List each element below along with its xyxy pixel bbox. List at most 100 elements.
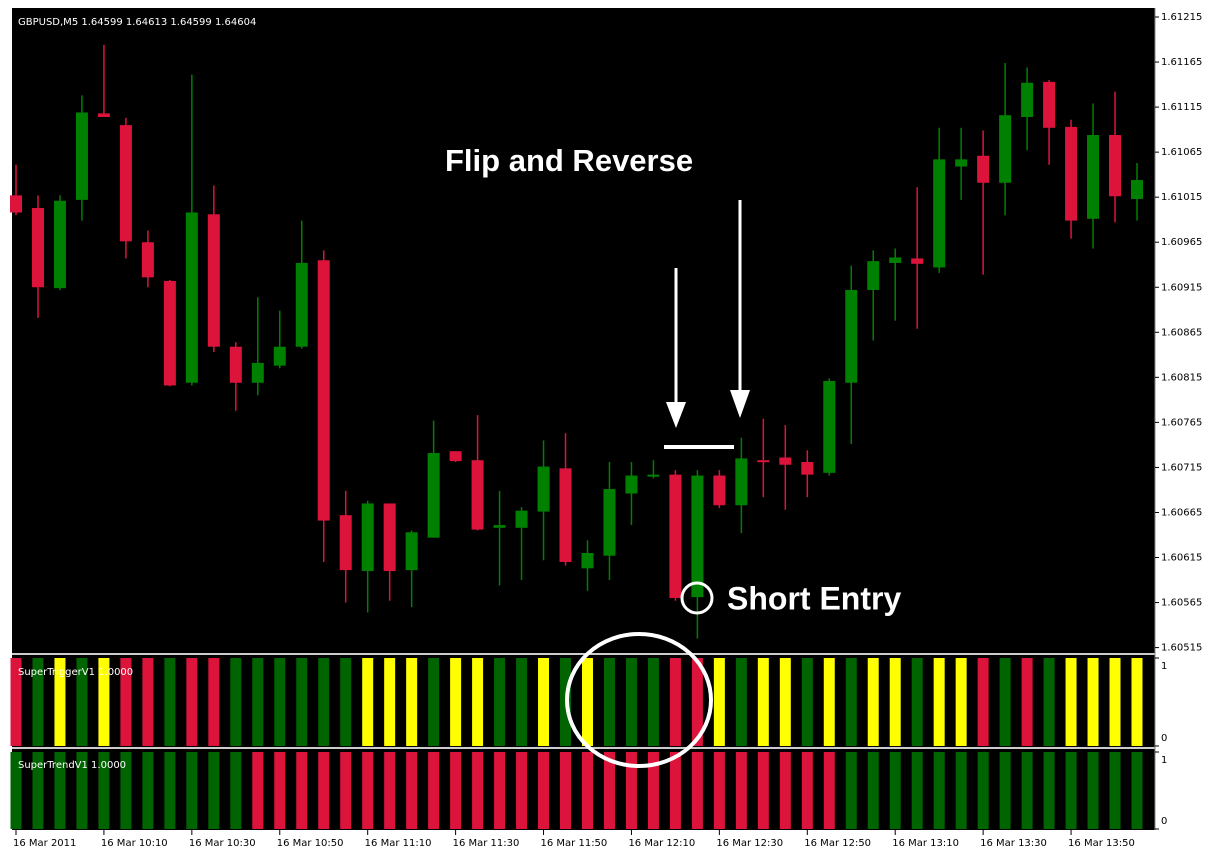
candle-body bbox=[955, 159, 968, 167]
indicator-bar bbox=[450, 752, 462, 829]
candle-body bbox=[185, 212, 198, 383]
indicator-bar bbox=[296, 658, 308, 746]
indicator-bar bbox=[845, 658, 857, 746]
y-tick-label: 1.60665 bbox=[1161, 507, 1202, 518]
x-tick-label: 16 Mar 2011 bbox=[13, 838, 76, 849]
indicator-bar bbox=[450, 658, 462, 746]
candle-body bbox=[207, 214, 220, 347]
candle-body bbox=[339, 515, 352, 571]
candle-body bbox=[1087, 135, 1100, 219]
y-tick-label: 1.61015 bbox=[1161, 192, 1202, 203]
indicator-bar bbox=[406, 658, 418, 746]
indicator-bar bbox=[911, 752, 923, 829]
candle-body bbox=[647, 474, 660, 477]
indicator-bar bbox=[1109, 752, 1121, 829]
candle-body bbox=[251, 362, 264, 383]
indicator-bar bbox=[647, 658, 659, 746]
indicator-bar bbox=[54, 752, 66, 829]
y-tick-label: 1 bbox=[1161, 755, 1167, 766]
candle-body bbox=[31, 207, 44, 288]
indicator-bar bbox=[472, 752, 484, 829]
x-tick-label: 16 Mar 10:50 bbox=[277, 838, 344, 849]
y-tick-label: 1.60815 bbox=[1161, 372, 1202, 383]
indicator-bar bbox=[32, 658, 44, 746]
indicator-bar bbox=[318, 658, 330, 746]
candle-body bbox=[977, 155, 990, 183]
indicator-bar bbox=[494, 752, 506, 829]
candle-body bbox=[119, 125, 132, 242]
indicator-bar bbox=[406, 752, 418, 829]
indicator-bar bbox=[186, 658, 198, 746]
indicator-bar bbox=[823, 752, 835, 829]
indicator-bar bbox=[735, 752, 747, 829]
x-tick-label: 16 Mar 10:10 bbox=[101, 838, 168, 849]
y-tick-label: 1.60915 bbox=[1161, 282, 1202, 293]
indicator-bar bbox=[384, 658, 396, 746]
indicator-bar bbox=[691, 658, 703, 746]
annotation: Short Entry bbox=[727, 580, 901, 616]
indicator-bar bbox=[713, 752, 725, 829]
indicator-bar bbox=[1065, 658, 1077, 746]
candle-body bbox=[735, 458, 748, 506]
x-tick-label: 16 Mar 12:50 bbox=[804, 838, 871, 849]
indicator-bar bbox=[669, 752, 681, 829]
indicator-bar bbox=[340, 752, 352, 829]
entry-circle bbox=[680, 581, 714, 615]
y-tick-label: 1.60715 bbox=[1161, 462, 1202, 473]
indicator-bar bbox=[1087, 752, 1099, 829]
candle-body bbox=[845, 289, 858, 383]
candle-body bbox=[317, 260, 330, 521]
candle-body bbox=[867, 261, 880, 290]
indicator-bar bbox=[318, 752, 330, 829]
candle-body bbox=[581, 553, 594, 569]
indicator-bar bbox=[999, 752, 1011, 829]
indicator-bar bbox=[538, 658, 550, 746]
indicator-bar bbox=[10, 658, 22, 746]
indicator-bar bbox=[560, 752, 572, 829]
indicator-bar bbox=[669, 658, 681, 746]
indicator-bar bbox=[581, 658, 593, 746]
indicator-bar bbox=[625, 658, 637, 746]
indicator-bar bbox=[691, 752, 703, 829]
indicator-bar bbox=[230, 752, 242, 829]
indicator-bar bbox=[516, 752, 528, 829]
candle-body bbox=[625, 475, 638, 494]
candle-body bbox=[1021, 82, 1034, 118]
indicator-bar bbox=[757, 752, 769, 829]
indicator-bar bbox=[625, 752, 637, 829]
candle-body bbox=[603, 489, 616, 556]
indicator-bar bbox=[472, 658, 484, 746]
indicator-title: SuperTrendV1 1.0000 bbox=[18, 760, 126, 771]
y-tick-label: 1.60515 bbox=[1161, 643, 1202, 654]
highlight-circle bbox=[565, 632, 713, 768]
candle-body bbox=[53, 200, 66, 289]
candle-body bbox=[537, 466, 550, 512]
indicator-bar bbox=[1043, 658, 1055, 746]
y-tick-label: 0 bbox=[1161, 733, 1167, 744]
y-tick-label: 1.60565 bbox=[1161, 598, 1202, 609]
candle-body bbox=[515, 510, 528, 528]
candle-body bbox=[273, 346, 286, 366]
x-tick-label: 16 Mar 13:10 bbox=[892, 838, 959, 849]
candle-body bbox=[713, 475, 726, 506]
candle-body bbox=[1065, 126, 1078, 221]
candle-body bbox=[757, 460, 770, 463]
indicator-bar bbox=[32, 752, 44, 829]
candle-body bbox=[691, 475, 704, 598]
candle-body bbox=[383, 503, 396, 572]
candle-body bbox=[141, 242, 154, 278]
indicator-bar bbox=[845, 752, 857, 829]
indicator-bar bbox=[603, 752, 615, 829]
indicator-title: SuperTriggerV1 1.0000 bbox=[18, 667, 133, 678]
x-tick-label: 16 Mar 10:30 bbox=[189, 838, 256, 849]
indicator-bar bbox=[494, 658, 506, 746]
marks bbox=[10, 44, 1143, 829]
indicator-bar bbox=[867, 752, 879, 829]
indicator-bar bbox=[120, 658, 132, 746]
indicator-bar bbox=[208, 658, 220, 746]
y-tick-label: 1.61115 bbox=[1161, 102, 1202, 113]
indicator-bar bbox=[538, 752, 550, 829]
indicator-bar bbox=[208, 752, 220, 829]
indicator-bar bbox=[384, 752, 396, 829]
candle-body bbox=[471, 460, 484, 530]
